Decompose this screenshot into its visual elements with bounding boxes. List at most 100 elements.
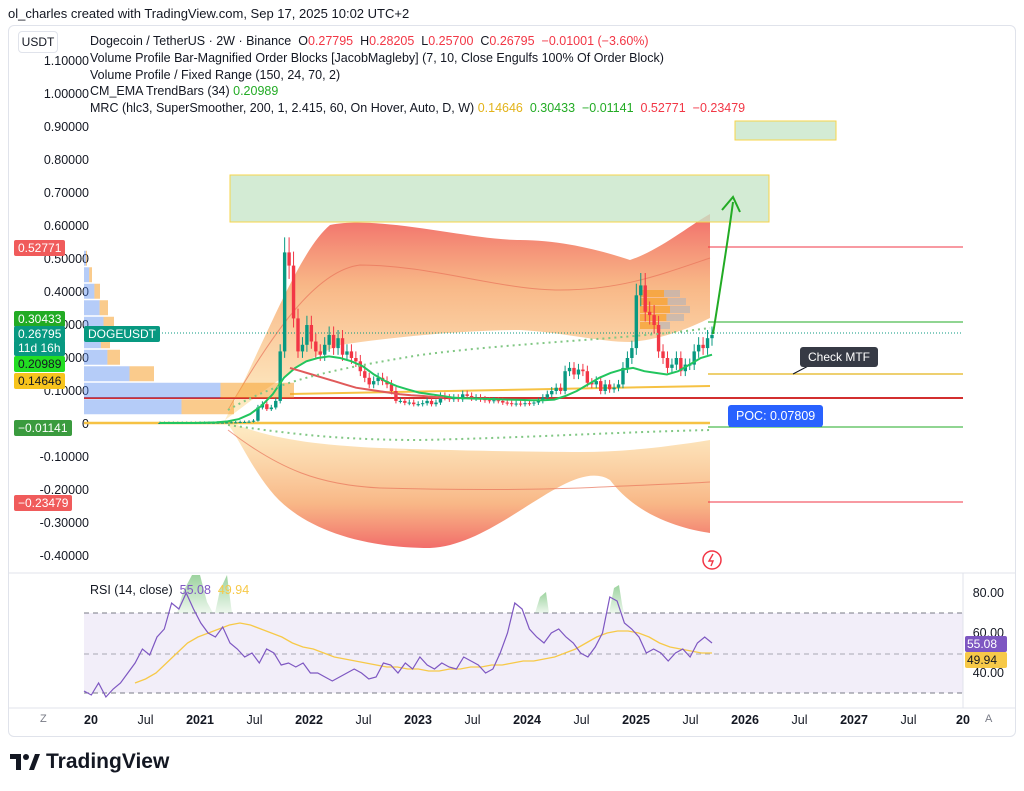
candle-body	[661, 351, 665, 358]
mrc-dotted-lower	[227, 424, 711, 442]
legend-indicator-order-blocks[interactable]: Volume Profile Bar-Magnified Order Block…	[90, 50, 664, 65]
candle-body	[692, 351, 696, 365]
candle-body	[371, 381, 376, 385]
candle-body	[300, 344, 305, 352]
candle-body	[278, 351, 282, 401]
rsi-ma-line	[134, 622, 712, 684]
rsi-pane	[83, 575, 963, 699]
chart-panel[interactable]	[8, 25, 1016, 737]
auto-scale-button[interactable]: A	[985, 713, 993, 725]
legend-symbol-row[interactable]: Dogecoin / TetherUS · 2W · Binance O0.27…	[90, 33, 745, 50]
legend-ema-label: CM_EMA TrendBars (34)	[90, 84, 230, 99]
legend-close-label: C	[480, 34, 490, 48]
volume-profile-bar-sell	[220, 382, 294, 398]
fixed-range-bar-sell	[640, 306, 670, 313]
candle-body	[438, 395, 443, 403]
alert-icon[interactable]	[702, 550, 722, 570]
candle-body	[701, 344, 705, 349]
candle-body	[465, 394, 469, 396]
horizontal-levels	[84, 246, 963, 503]
y-tick-label: -0.30000	[40, 516, 89, 530]
volume-profile-bar-sell	[85, 250, 87, 266]
legend-indicator-volume-profile[interactable]: Volume Profile / Fixed Range (150, 24, 7…	[90, 67, 341, 82]
candle-body	[314, 341, 318, 352]
mrc-lower-mean	[227, 429, 711, 490]
mrc-upper-mean	[227, 257, 711, 411]
mrc-dotted-upper	[227, 327, 711, 411]
candle-body	[425, 400, 429, 404]
candle-body	[238, 422, 242, 424]
red-ema-line	[289, 366, 445, 399]
candle-body	[336, 338, 340, 349]
volume-profile-bar-sell	[99, 300, 108, 316]
y-tick-label: -0.20000	[40, 483, 89, 497]
x-tick-label: Jul	[574, 713, 590, 727]
candle-body	[331, 334, 336, 349]
candle-body	[527, 403, 532, 405]
y-tick-label: 0.70000	[44, 186, 89, 200]
currency-button[interactable]: USDT	[18, 31, 58, 53]
order-block-top	[734, 120, 837, 141]
fixed-range-bar-neutral	[666, 314, 684, 321]
fixed-range-bar-neutral	[664, 290, 680, 297]
x-tick-label: 2024	[513, 713, 541, 727]
fixed-range-bar-sell	[640, 298, 668, 305]
candle-body	[229, 422, 233, 424]
legend-high: 0.28205	[369, 34, 415, 48]
level-yellow-upper	[289, 385, 711, 395]
candle-body	[420, 403, 425, 405]
legend-mrc-v2: 0.30433	[529, 101, 576, 116]
candle-body	[256, 407, 260, 421]
candle-body	[291, 265, 296, 319]
x-tick-label: Jul	[356, 713, 372, 727]
timezone-button[interactable]: Z	[40, 713, 47, 725]
candle-body	[621, 367, 625, 385]
candle-body	[679, 358, 683, 372]
volume-profile-bar-sell	[89, 267, 92, 283]
candle-body	[487, 400, 492, 402]
candle-body	[545, 394, 549, 398]
candle-body	[652, 315, 656, 325]
legend-low: 0.25700	[428, 34, 474, 48]
price-badge-upper-outer: 0.52771	[14, 240, 66, 256]
y-tick-label: 1.00000	[44, 87, 89, 101]
volume-profile-bar-buy	[84, 349, 108, 365]
rsi-legend[interactable]: RSI (14, close) 55.08 49.94	[90, 583, 249, 597]
x-tick-label: 2023	[404, 713, 432, 727]
legend-indicator-mrc[interactable]: MRC (hlc3, SuperSmoother, 200, 1, 2.415,…	[90, 100, 745, 117]
candle-body	[603, 384, 607, 391]
x-tick-label: 2022	[295, 713, 323, 727]
volume-profile-bar-buy	[84, 300, 100, 316]
volume-profile-left	[84, 250, 294, 415]
legend-mrc-v4: 0.52771	[640, 101, 686, 116]
rsi-line	[83, 591, 713, 699]
candle-body	[532, 402, 536, 404]
candle-body	[630, 348, 634, 358]
candle-body	[345, 351, 349, 355]
price-badge-mrc-mean: 0.14646	[14, 373, 66, 389]
candle-body	[407, 402, 411, 404]
order-blocks	[229, 120, 837, 223]
candle-body	[523, 403, 527, 405]
candle-body	[447, 397, 452, 400]
candle-body	[274, 400, 278, 408]
fixed-range-bar-sell	[640, 290, 664, 297]
candle-body	[367, 377, 371, 385]
check-mtf-label: Check MTF	[800, 347, 879, 367]
candle-body	[705, 338, 710, 349]
candle-body	[394, 391, 398, 401]
candle-body	[612, 387, 616, 390]
candle-body	[429, 400, 434, 405]
candle-body	[233, 422, 238, 424]
candle-body	[220, 422, 225, 424]
rsi-ma-badge: 49.94	[965, 652, 1007, 668]
candle-body	[416, 404, 420, 406]
x-tick-label: Jul	[138, 713, 154, 727]
candle-body	[647, 311, 652, 316]
legend-ema-value: 0.20989	[233, 84, 279, 99]
rsi-overbought-fill-2	[215, 575, 232, 613]
legend-indicator-ema[interactable]: CM_EMA TrendBars (34) 0.20989	[90, 83, 745, 100]
rsi-overbought-fill-1	[177, 575, 213, 613]
legend-open-label: O	[298, 34, 308, 48]
